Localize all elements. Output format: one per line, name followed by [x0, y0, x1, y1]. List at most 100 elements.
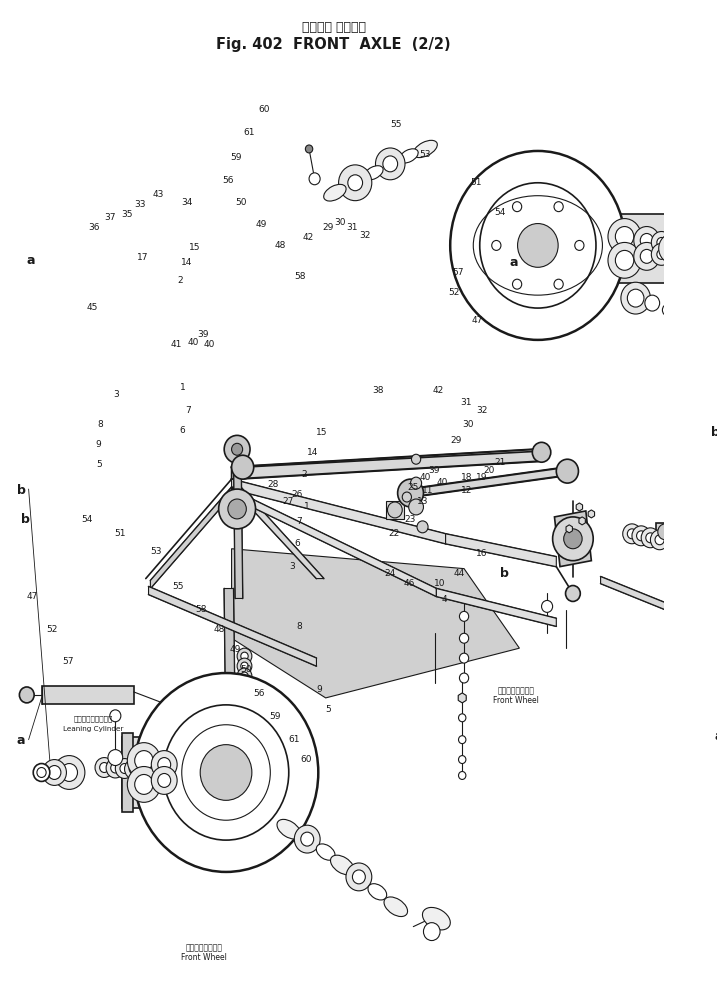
Circle shape — [128, 743, 161, 778]
Circle shape — [688, 602, 702, 618]
Circle shape — [659, 235, 686, 264]
Circle shape — [665, 241, 680, 257]
Bar — [122, 733, 133, 812]
Circle shape — [237, 668, 252, 684]
Ellipse shape — [331, 856, 354, 875]
Ellipse shape — [422, 908, 450, 930]
Circle shape — [120, 763, 129, 773]
Text: 2: 2 — [301, 469, 307, 478]
Circle shape — [241, 672, 248, 680]
Circle shape — [676, 601, 691, 617]
Text: 28: 28 — [267, 479, 278, 488]
Text: 19: 19 — [476, 472, 488, 481]
Text: 52: 52 — [448, 288, 460, 297]
Text: 59: 59 — [230, 152, 242, 161]
Text: 37: 37 — [104, 213, 115, 222]
Text: 41: 41 — [171, 339, 182, 348]
Text: 13: 13 — [417, 497, 429, 506]
Circle shape — [458, 714, 466, 722]
Polygon shape — [224, 589, 235, 743]
Text: 12: 12 — [462, 485, 473, 494]
Ellipse shape — [399, 149, 418, 163]
Ellipse shape — [384, 897, 407, 917]
Text: 60: 60 — [300, 754, 311, 763]
Text: 47: 47 — [472, 316, 483, 324]
Circle shape — [244, 719, 253, 729]
Circle shape — [125, 759, 143, 779]
Circle shape — [554, 280, 564, 290]
Circle shape — [667, 599, 682, 615]
Text: 16: 16 — [476, 549, 488, 558]
Text: 7: 7 — [296, 517, 302, 526]
Bar — [42, 686, 134, 704]
Text: 55: 55 — [391, 120, 402, 129]
Text: b: b — [16, 483, 26, 496]
Circle shape — [294, 825, 320, 854]
Text: 58: 58 — [295, 272, 306, 281]
Text: 51: 51 — [470, 178, 482, 187]
Circle shape — [237, 658, 252, 674]
Text: 8: 8 — [296, 622, 302, 631]
Text: 6: 6 — [294, 539, 300, 548]
Circle shape — [640, 235, 653, 248]
Text: 47: 47 — [27, 592, 38, 601]
Text: 54: 54 — [82, 515, 93, 524]
Circle shape — [634, 228, 660, 255]
Circle shape — [353, 870, 366, 884]
Circle shape — [458, 694, 466, 702]
Circle shape — [623, 525, 641, 545]
Circle shape — [679, 244, 688, 254]
Circle shape — [460, 654, 469, 663]
Circle shape — [424, 923, 440, 941]
Text: 44: 44 — [454, 569, 465, 578]
Circle shape — [158, 773, 171, 787]
Text: 17: 17 — [137, 253, 148, 262]
Bar — [604, 215, 668, 284]
Text: 3: 3 — [290, 562, 295, 571]
Circle shape — [640, 250, 653, 264]
Circle shape — [244, 735, 253, 745]
Text: 52: 52 — [47, 625, 58, 634]
Circle shape — [458, 736, 466, 744]
Text: a: a — [714, 729, 717, 742]
Circle shape — [402, 492, 412, 503]
Text: Fig. 402  FRONT  AXLE  (2/2): Fig. 402 FRONT AXLE (2/2) — [217, 36, 451, 51]
Circle shape — [151, 766, 177, 794]
Polygon shape — [232, 487, 324, 579]
Circle shape — [54, 756, 85, 789]
Text: 4: 4 — [442, 595, 447, 604]
Circle shape — [158, 758, 171, 771]
Text: 18: 18 — [461, 472, 473, 481]
Circle shape — [141, 764, 149, 774]
Text: リーニングシリンダ: リーニングシリンダ — [74, 715, 113, 721]
Text: 39: 39 — [196, 329, 209, 338]
Ellipse shape — [316, 845, 335, 861]
Circle shape — [554, 203, 564, 213]
Polygon shape — [148, 587, 316, 666]
Text: 23: 23 — [404, 515, 415, 524]
Polygon shape — [601, 577, 667, 611]
Circle shape — [480, 184, 596, 309]
Text: 15: 15 — [316, 427, 328, 436]
Text: 5: 5 — [326, 704, 331, 713]
Text: 22: 22 — [389, 529, 400, 538]
Text: 61: 61 — [288, 734, 300, 743]
Text: b: b — [711, 425, 717, 438]
Circle shape — [417, 522, 428, 534]
Ellipse shape — [364, 166, 383, 181]
Ellipse shape — [323, 186, 346, 202]
Text: 31: 31 — [460, 397, 472, 406]
Bar — [194, 715, 209, 725]
Text: 3: 3 — [114, 389, 120, 398]
Text: 5: 5 — [96, 459, 102, 468]
Circle shape — [232, 444, 242, 455]
Text: 29: 29 — [450, 435, 462, 444]
Circle shape — [100, 763, 109, 772]
Text: 60: 60 — [258, 105, 270, 114]
Circle shape — [683, 527, 695, 539]
Text: 29: 29 — [323, 223, 334, 232]
Circle shape — [657, 525, 673, 541]
Text: 40: 40 — [204, 339, 215, 348]
Circle shape — [200, 745, 252, 800]
Bar — [122, 737, 191, 808]
